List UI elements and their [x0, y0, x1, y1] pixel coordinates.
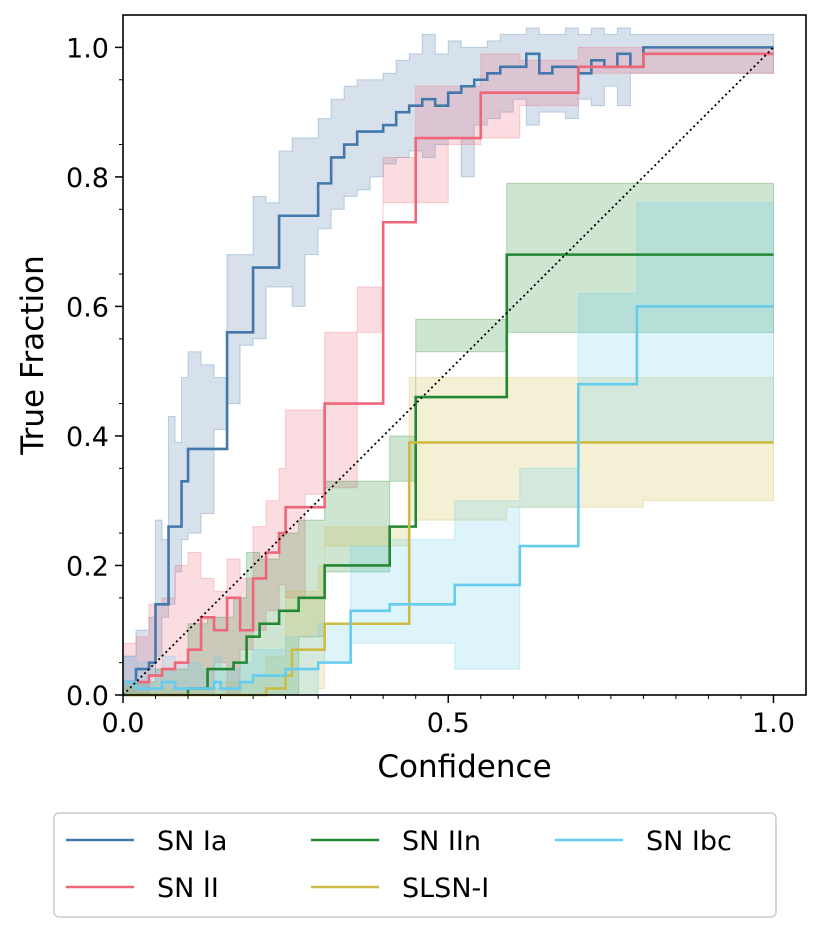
series-line-sn-ibc	[123, 305, 774, 690]
plot-frame	[122, 14, 807, 696]
x-tick-label: 0.0	[102, 708, 145, 739]
x-axis-ticks: 0.0 0.5 1.0	[102, 695, 795, 739]
x-tick-label: 0.5	[427, 708, 470, 739]
legend: SN Ia SN II SN IIn SLSN-I SN Ibc	[53, 812, 777, 918]
confidence-bands	[122, 27, 774, 696]
y-tick-label: 0.8	[66, 163, 109, 194]
series-line-sn-ia	[123, 46, 774, 684]
series-lines	[123, 46, 774, 697]
legend-label-sn-ibc: SN Ibc	[646, 826, 732, 857]
legend-label-slsn-i: SLSN-I	[402, 873, 489, 904]
series-line-sn-ii	[123, 52, 774, 684]
y-tick-label: 0.4	[66, 422, 109, 453]
y-tick-label: 0.6	[66, 292, 109, 323]
legend-label-sn-ii: SN II	[157, 873, 219, 904]
legend-label-sn-iin: SN IIn	[402, 826, 481, 857]
y-tick-label: 0.0	[66, 681, 109, 712]
band-sn-ia	[122, 27, 774, 696]
y-tick-label: 1.0	[66, 33, 109, 64]
legend-label-sn-ia: SN Ia	[157, 826, 227, 857]
y-tick-label: 0.2	[66, 551, 109, 582]
x-tick-label: 1.0	[752, 708, 795, 739]
x-axis-title: Confidence	[377, 749, 551, 785]
series-line-sn-iin	[123, 253, 774, 697]
y-axis-ticks: 0.0 0.2 0.4 0.6 0.8 1.0	[66, 33, 123, 712]
y-axis-title: True Fraction	[15, 255, 51, 455]
